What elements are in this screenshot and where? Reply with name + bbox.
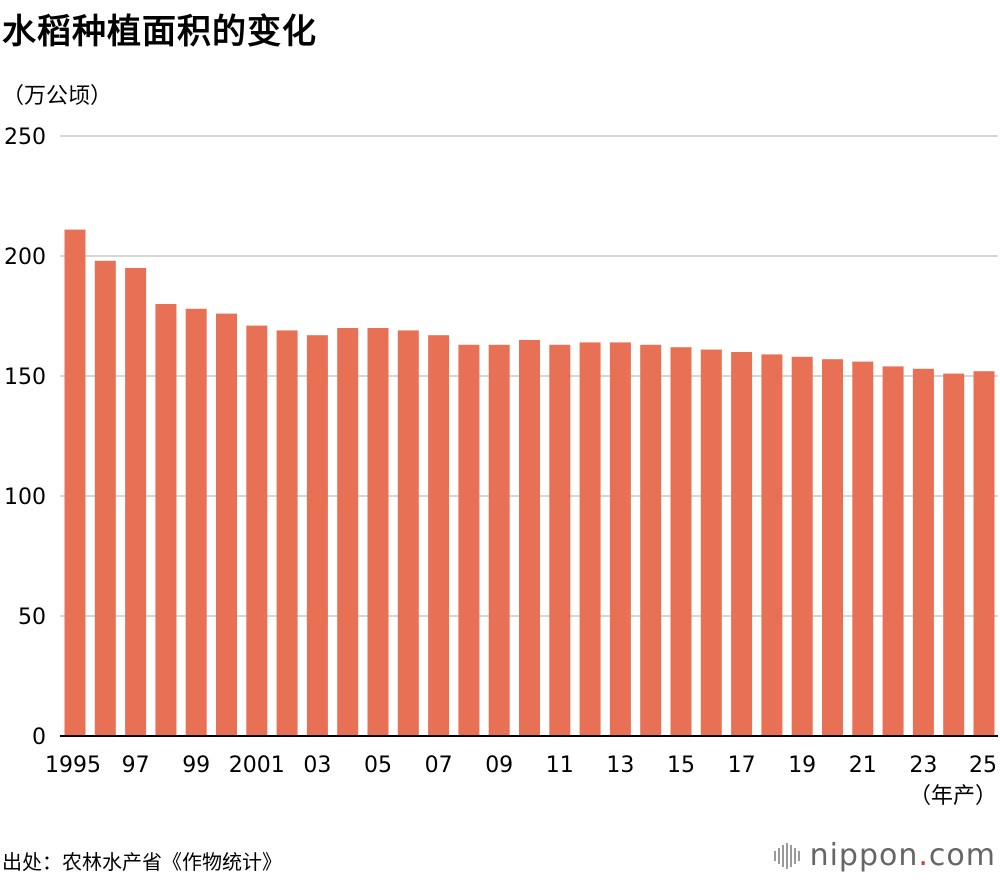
x-tick-label: 15 [667,753,695,778]
bar [488,344,510,736]
x-axis-unit-label: （年产） [909,784,997,809]
x-tick-label: 11 [546,753,574,778]
x-tick-label: 97 [122,753,150,778]
bar [609,342,631,736]
x-tick-label: 25 [969,753,997,778]
logo-text: nippon.com [809,838,996,873]
bar [216,313,237,736]
x-tick-label: 23 [909,753,937,778]
bar [973,371,995,736]
x-tick-label: 09 [485,753,513,778]
bar [64,229,86,736]
bar [640,344,662,736]
nippon-logo: nippon.com [773,838,996,873]
y-axis-unit-label: （万公顷） [2,84,113,109]
bar [458,344,480,736]
bar [428,335,450,736]
bar [519,340,540,736]
x-tick-label: 99 [182,753,210,778]
bar [276,330,298,736]
x-tick-label: 2001 [229,753,285,778]
bar [549,344,571,736]
y-tick-label: 50 [18,605,46,630]
bar [246,325,268,736]
bar [94,260,116,736]
bar [761,354,783,736]
bar [852,361,874,736]
x-tick-label: 13 [606,753,634,778]
source-note: 出处：农林水产省《作物统计》 [2,850,282,874]
bar [912,368,934,736]
bar [731,352,753,736]
y-tick-label: 100 [4,485,46,510]
x-tick-label: 21 [849,753,877,778]
y-tick-label: 250 [4,125,46,150]
x-tick-label: 1995 [45,753,101,778]
y-tick-label: 200 [4,245,46,270]
bar [700,349,722,736]
chart-title: 水稻种植面积的变化 [2,12,317,52]
bar [337,328,359,736]
x-tick-label: 03 [303,753,331,778]
bar [579,342,601,736]
x-tick-label: 05 [364,753,392,778]
y-tick-label: 150 [4,365,46,390]
bar [882,366,904,736]
bar [155,304,177,736]
bar [822,359,843,736]
x-tick-label: 17 [728,753,756,778]
bar [367,328,389,736]
bar [670,347,692,736]
bar [185,308,207,736]
bar [791,356,813,736]
bar [306,335,328,736]
x-tick-label: 19 [788,753,816,778]
bar [943,373,965,736]
bar [397,330,419,736]
y-tick-label: 0 [32,725,46,750]
bar [125,268,147,736]
logo-mark-icon [773,842,802,869]
x-tick-label: 07 [425,753,453,778]
